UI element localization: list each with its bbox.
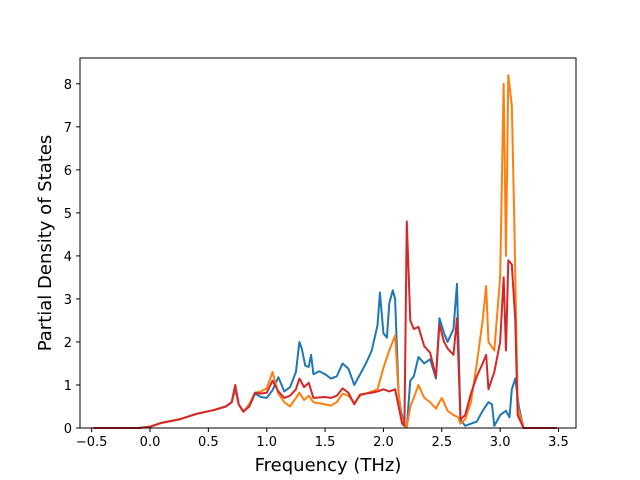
y-tick-label: 1 <box>64 379 72 394</box>
y-axis: 0 1 2 3 4 5 6 7 8 <box>64 78 80 437</box>
x-tick-label: 2.5 <box>431 435 452 450</box>
y-tick-label: 2 <box>64 336 72 351</box>
y-tick-label: 3 <box>64 293 72 308</box>
series-line-3 <box>93 220 558 429</box>
y-tick-label: 8 <box>64 78 72 93</box>
x-tick-label: 0.5 <box>198 435 219 450</box>
x-tick-label: 3.5 <box>548 435 569 450</box>
x-tick-label: 1.0 <box>256 435 277 450</box>
series-layer <box>93 74 558 429</box>
x-axis-label: Frequency (THz) <box>255 455 402 476</box>
x-tick-label: 1.5 <box>315 435 336 450</box>
x-tick-label: 3.0 <box>490 435 511 450</box>
y-tick-label: 7 <box>64 121 72 136</box>
y-tick-label: 4 <box>64 250 72 265</box>
y-tick-label: 6 <box>64 164 72 179</box>
x-tick-label: −0.5 <box>76 435 108 450</box>
y-tick-label: 0 <box>64 422 72 437</box>
plot-frame <box>79 57 577 429</box>
x-tick-label: 2.0 <box>373 435 394 450</box>
y-tick-label: 5 <box>64 207 72 222</box>
x-axis: −0.5 0.0 0.5 1.0 1.5 2.0 2.5 3.0 3.5 <box>76 428 569 450</box>
y-axis-label: Partial Density of States <box>35 135 56 352</box>
x-tick-label: 0.0 <box>140 435 161 450</box>
